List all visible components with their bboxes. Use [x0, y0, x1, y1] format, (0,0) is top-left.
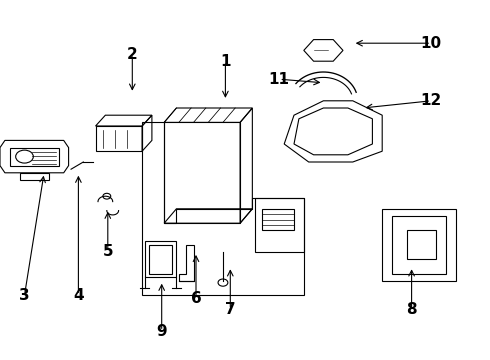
Text: 10: 10 — [420, 36, 442, 51]
Text: 2: 2 — [127, 46, 138, 62]
Text: 12: 12 — [420, 93, 442, 108]
Text: 8: 8 — [406, 302, 417, 317]
Text: 11: 11 — [269, 72, 290, 87]
Text: 4: 4 — [73, 288, 84, 303]
Text: 9: 9 — [156, 324, 167, 339]
Text: 1: 1 — [220, 54, 231, 69]
Text: 5: 5 — [102, 244, 113, 260]
Text: 3: 3 — [19, 288, 30, 303]
Text: 7: 7 — [225, 302, 236, 317]
Text: 6: 6 — [191, 291, 201, 306]
